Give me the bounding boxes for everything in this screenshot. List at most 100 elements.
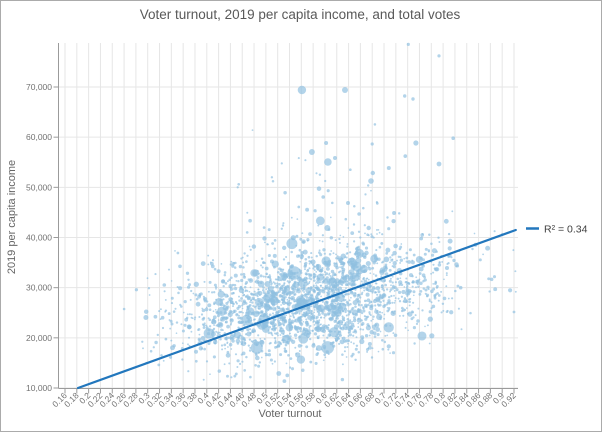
data-point xyxy=(362,206,365,210)
data-point xyxy=(241,360,244,363)
data-point xyxy=(148,294,151,296)
data-point xyxy=(280,330,285,335)
data-point xyxy=(300,319,303,322)
data-point xyxy=(238,295,240,298)
data-point xyxy=(288,318,291,321)
data-point xyxy=(415,286,417,289)
data-point xyxy=(382,299,385,302)
data-point xyxy=(272,318,275,321)
data-point xyxy=(289,337,292,340)
data-point xyxy=(403,94,407,98)
data-point xyxy=(272,281,275,284)
data-point xyxy=(351,320,354,323)
data-point xyxy=(330,269,335,274)
data-point xyxy=(366,233,369,236)
data-point xyxy=(379,300,382,304)
data-point xyxy=(318,173,322,176)
data-point xyxy=(375,201,379,204)
data-point xyxy=(318,335,320,337)
legend-label: R² = 0.34 xyxy=(544,224,588,236)
data-point xyxy=(398,299,402,303)
data-point xyxy=(226,350,230,354)
data-point xyxy=(245,260,248,263)
data-point xyxy=(457,307,460,310)
data-point xyxy=(375,297,381,303)
data-point xyxy=(374,309,379,314)
data-point xyxy=(321,286,324,289)
data-point xyxy=(281,289,285,293)
data-point xyxy=(219,311,223,315)
data-point xyxy=(270,300,276,306)
data-point xyxy=(418,272,422,275)
data-point xyxy=(273,282,277,285)
data-point xyxy=(341,269,345,274)
data-point xyxy=(428,310,432,314)
data-point xyxy=(285,323,294,332)
data-point xyxy=(346,245,349,248)
data-point xyxy=(324,356,327,359)
data-point xyxy=(434,293,438,296)
data-point xyxy=(354,318,357,320)
data-point xyxy=(154,340,158,345)
data-point xyxy=(212,318,215,321)
data-point xyxy=(205,360,209,363)
data-point xyxy=(360,335,365,340)
data-point xyxy=(188,283,192,287)
data-point xyxy=(203,347,206,351)
data-point xyxy=(251,244,257,249)
data-point xyxy=(368,178,374,184)
data-point xyxy=(383,256,390,263)
data-point xyxy=(438,261,441,264)
data-point xyxy=(354,288,357,291)
data-point xyxy=(369,329,374,335)
data-point xyxy=(279,323,282,326)
data-point xyxy=(274,291,278,295)
data-point xyxy=(217,369,222,373)
data-point xyxy=(254,298,257,302)
data-point xyxy=(213,320,217,323)
data-point xyxy=(493,230,496,233)
data-point xyxy=(512,249,515,252)
data-point xyxy=(199,292,203,296)
data-point xyxy=(370,235,374,239)
data-point xyxy=(295,352,301,358)
data-point xyxy=(201,308,206,313)
data-point xyxy=(362,307,365,310)
data-point xyxy=(432,283,435,285)
data-point xyxy=(413,140,419,146)
data-point xyxy=(227,312,233,318)
data-point xyxy=(278,282,281,286)
data-point xyxy=(260,257,264,261)
data-point xyxy=(249,286,252,289)
data-point xyxy=(237,316,240,320)
data-point xyxy=(332,281,335,283)
data-point xyxy=(362,328,365,331)
data-point xyxy=(141,340,144,343)
data-point xyxy=(257,299,261,303)
data-point xyxy=(262,236,267,241)
data-point xyxy=(219,338,222,341)
data-point xyxy=(399,255,402,259)
data-point xyxy=(229,318,234,323)
data-point xyxy=(428,342,431,345)
data-point xyxy=(348,293,351,296)
data-point xyxy=(352,334,355,337)
data-point xyxy=(164,337,168,341)
data-point xyxy=(340,274,346,280)
data-point xyxy=(242,299,246,303)
data-point xyxy=(253,318,256,321)
data-point xyxy=(240,300,243,302)
data-point xyxy=(243,252,246,255)
data-point xyxy=(231,283,235,287)
data-point xyxy=(257,364,261,368)
data-point xyxy=(241,304,244,307)
data-point xyxy=(271,179,275,183)
data-point xyxy=(316,292,320,296)
data-point xyxy=(323,326,326,328)
data-point xyxy=(170,322,174,326)
data-point xyxy=(360,304,363,307)
data-point xyxy=(398,247,402,251)
data-point xyxy=(332,341,335,344)
data-point xyxy=(339,334,343,337)
